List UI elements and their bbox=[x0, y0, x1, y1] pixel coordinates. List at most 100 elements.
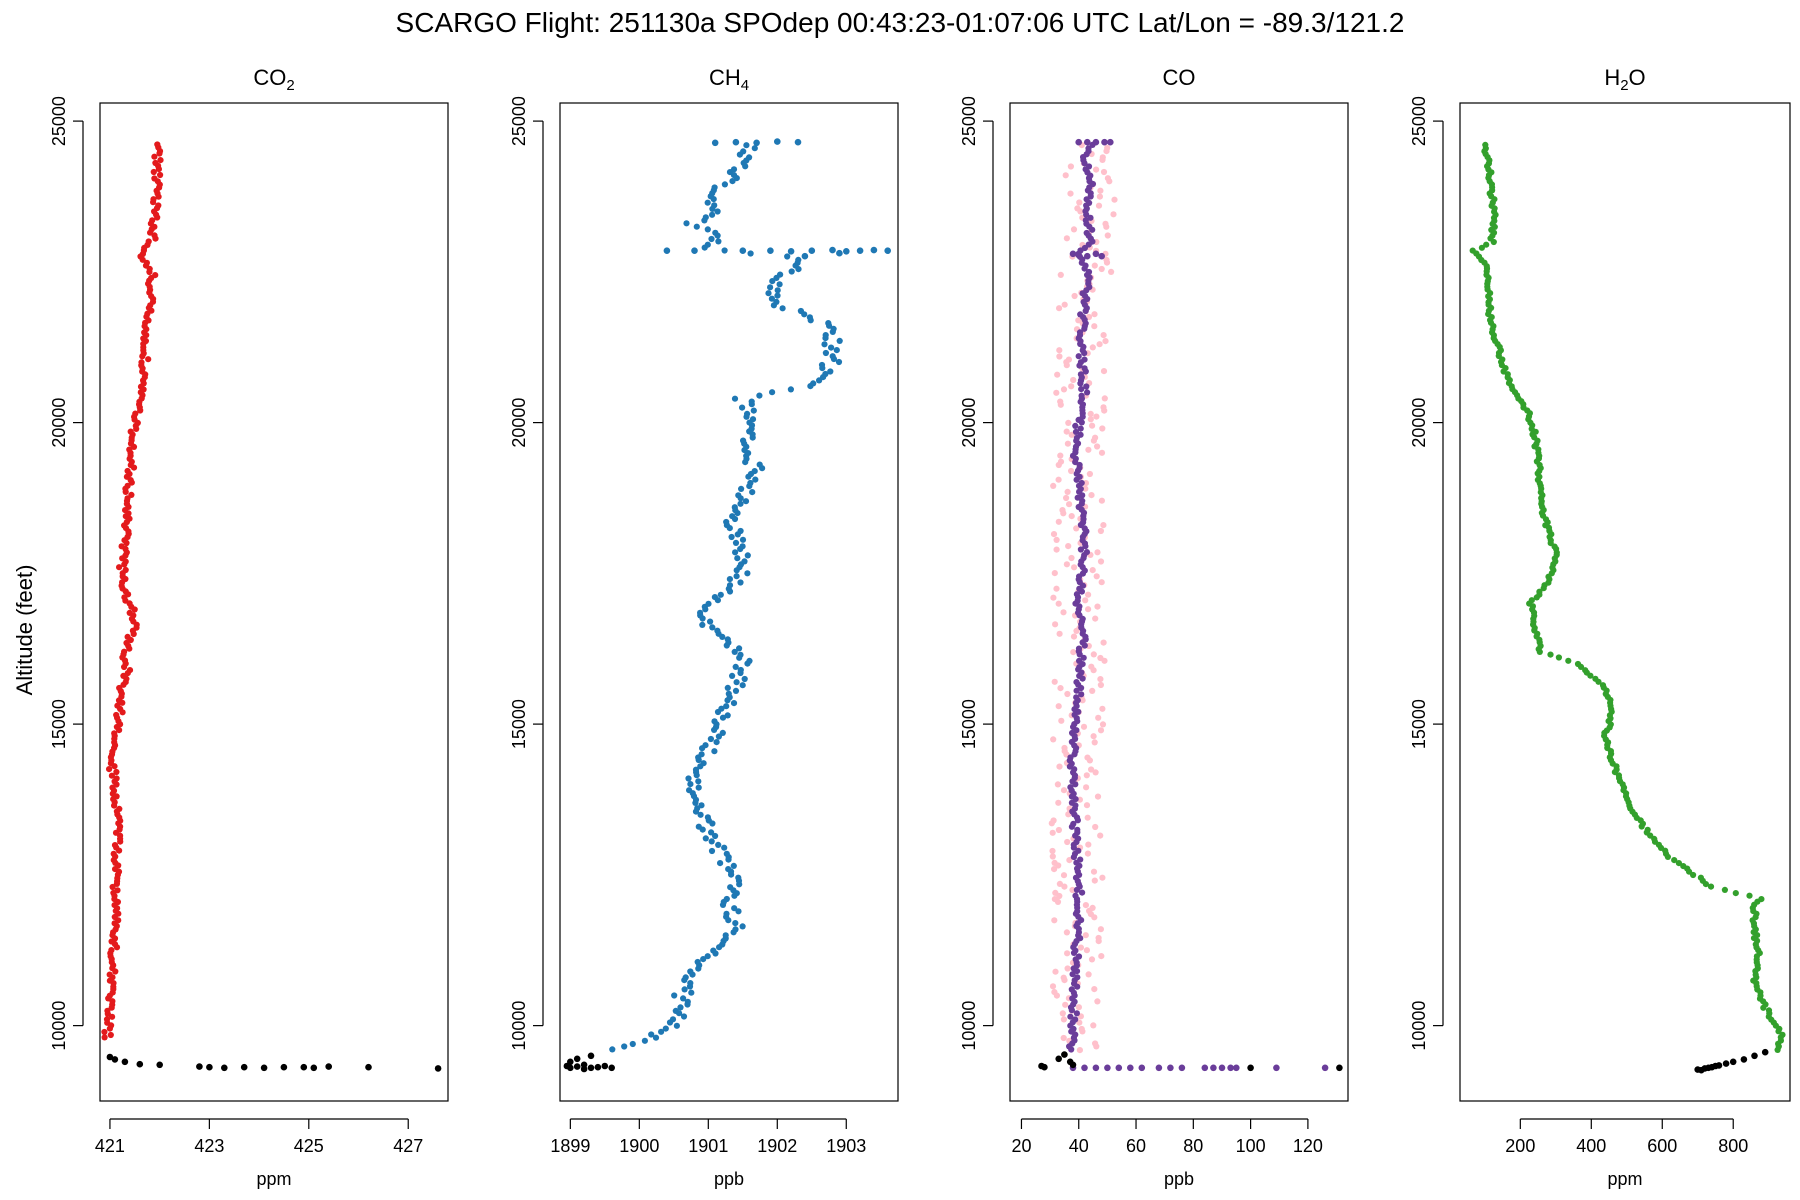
data-point bbox=[136, 1060, 144, 1068]
data-point bbox=[715, 733, 723, 740]
x-tick-label: 20 bbox=[1011, 1136, 1031, 1156]
data-point bbox=[794, 138, 802, 146]
data-point bbox=[280, 1063, 288, 1071]
data-point bbox=[111, 1056, 119, 1063]
data-point bbox=[795, 256, 802, 263]
x-tick-label: 1902 bbox=[757, 1136, 797, 1156]
data-point bbox=[1072, 428, 1080, 435]
x-tick-label: 40 bbox=[1069, 1136, 1089, 1156]
data-point bbox=[608, 1064, 615, 1072]
data-point bbox=[730, 700, 738, 707]
data-point bbox=[1061, 883, 1068, 890]
y-tick-label: 10000 bbox=[959, 1001, 979, 1051]
data-point bbox=[669, 1016, 677, 1023]
data-point bbox=[694, 958, 701, 966]
data-point bbox=[1102, 220, 1109, 227]
data-point bbox=[1072, 1016, 1079, 1023]
data-point bbox=[1064, 838, 1071, 846]
data-point bbox=[325, 1063, 333, 1070]
data-point bbox=[1740, 1056, 1748, 1063]
data-point bbox=[711, 139, 719, 147]
data-point bbox=[743, 142, 750, 149]
data-point bbox=[1083, 947, 1090, 954]
data-point bbox=[1052, 968, 1059, 975]
data-point bbox=[1094, 443, 1101, 450]
data-point bbox=[1050, 531, 1058, 538]
data-point bbox=[1098, 252, 1105, 260]
data-point bbox=[774, 138, 781, 145]
data-point bbox=[730, 862, 737, 870]
data-point bbox=[1065, 543, 1072, 550]
data-point bbox=[723, 910, 730, 917]
data-point bbox=[113, 711, 120, 719]
data-point bbox=[1098, 449, 1106, 456]
y-tick-label: 15000 bbox=[1409, 699, 1429, 749]
y-tick-label: 10000 bbox=[49, 1001, 69, 1051]
data-point bbox=[1098, 579, 1105, 586]
data-point bbox=[1092, 615, 1099, 622]
data-point bbox=[1068, 986, 1075, 993]
data-point bbox=[1233, 1064, 1240, 1072]
series-co-smoothed bbox=[1066, 141, 1096, 1053]
data-point bbox=[739, 682, 746, 689]
x-tick-label: 421 bbox=[95, 1136, 125, 1156]
data-point bbox=[1053, 389, 1060, 396]
data-point bbox=[870, 246, 878, 254]
data-point bbox=[738, 485, 745, 492]
data-point bbox=[683, 220, 690, 227]
data-point bbox=[1055, 1055, 1062, 1063]
data-point bbox=[1707, 883, 1715, 890]
data-point bbox=[1732, 890, 1739, 897]
data-point bbox=[1094, 603, 1101, 610]
data-point bbox=[1083, 784, 1090, 791]
data-point bbox=[708, 829, 715, 836]
data-point bbox=[1097, 676, 1104, 683]
plot-frame bbox=[1009, 102, 1349, 1102]
data-point bbox=[742, 498, 750, 505]
data-point bbox=[150, 168, 157, 176]
data-point bbox=[132, 410, 139, 417]
data-point bbox=[711, 594, 719, 601]
data-point bbox=[145, 356, 152, 363]
data-point bbox=[106, 971, 113, 978]
data-point bbox=[740, 148, 747, 155]
data-point bbox=[1054, 371, 1061, 378]
data-point bbox=[1092, 434, 1099, 441]
data-point bbox=[1110, 211, 1117, 218]
data-point bbox=[1089, 567, 1096, 574]
y-tick-label: 10000 bbox=[509, 1001, 529, 1051]
data-point bbox=[732, 687, 740, 695]
data-point bbox=[1104, 1064, 1111, 1072]
series-ch4-layer bbox=[663, 138, 891, 260]
data-point bbox=[145, 238, 152, 245]
data-point bbox=[1092, 769, 1099, 776]
data-point bbox=[116, 564, 123, 571]
data-point bbox=[700, 760, 707, 767]
data-point bbox=[1063, 561, 1070, 568]
plot-frame bbox=[99, 102, 449, 1102]
x-tick-label: 600 bbox=[1647, 1136, 1677, 1156]
data-point bbox=[1536, 588, 1543, 595]
data-point bbox=[114, 887, 121, 894]
data-point bbox=[1091, 739, 1098, 746]
data-point bbox=[1060, 1016, 1067, 1023]
x-axis-label: ppm bbox=[1607, 1169, 1642, 1189]
data-point bbox=[1056, 305, 1063, 312]
data-point bbox=[1078, 386, 1085, 393]
data-point bbox=[739, 923, 746, 930]
data-point bbox=[722, 932, 729, 939]
data-point bbox=[739, 543, 746, 550]
x-axis-label: ppb bbox=[714, 1169, 744, 1189]
data-point bbox=[1697, 874, 1704, 881]
data-point bbox=[767, 284, 774, 291]
data-point bbox=[744, 570, 751, 577]
data-point bbox=[731, 905, 738, 912]
data-point bbox=[731, 648, 738, 656]
data-point bbox=[1085, 268, 1093, 276]
data-point bbox=[1644, 826, 1651, 833]
data-point bbox=[1722, 1060, 1730, 1067]
data-point bbox=[718, 705, 725, 712]
data-point bbox=[663, 247, 671, 254]
data-point bbox=[1049, 983, 1057, 990]
